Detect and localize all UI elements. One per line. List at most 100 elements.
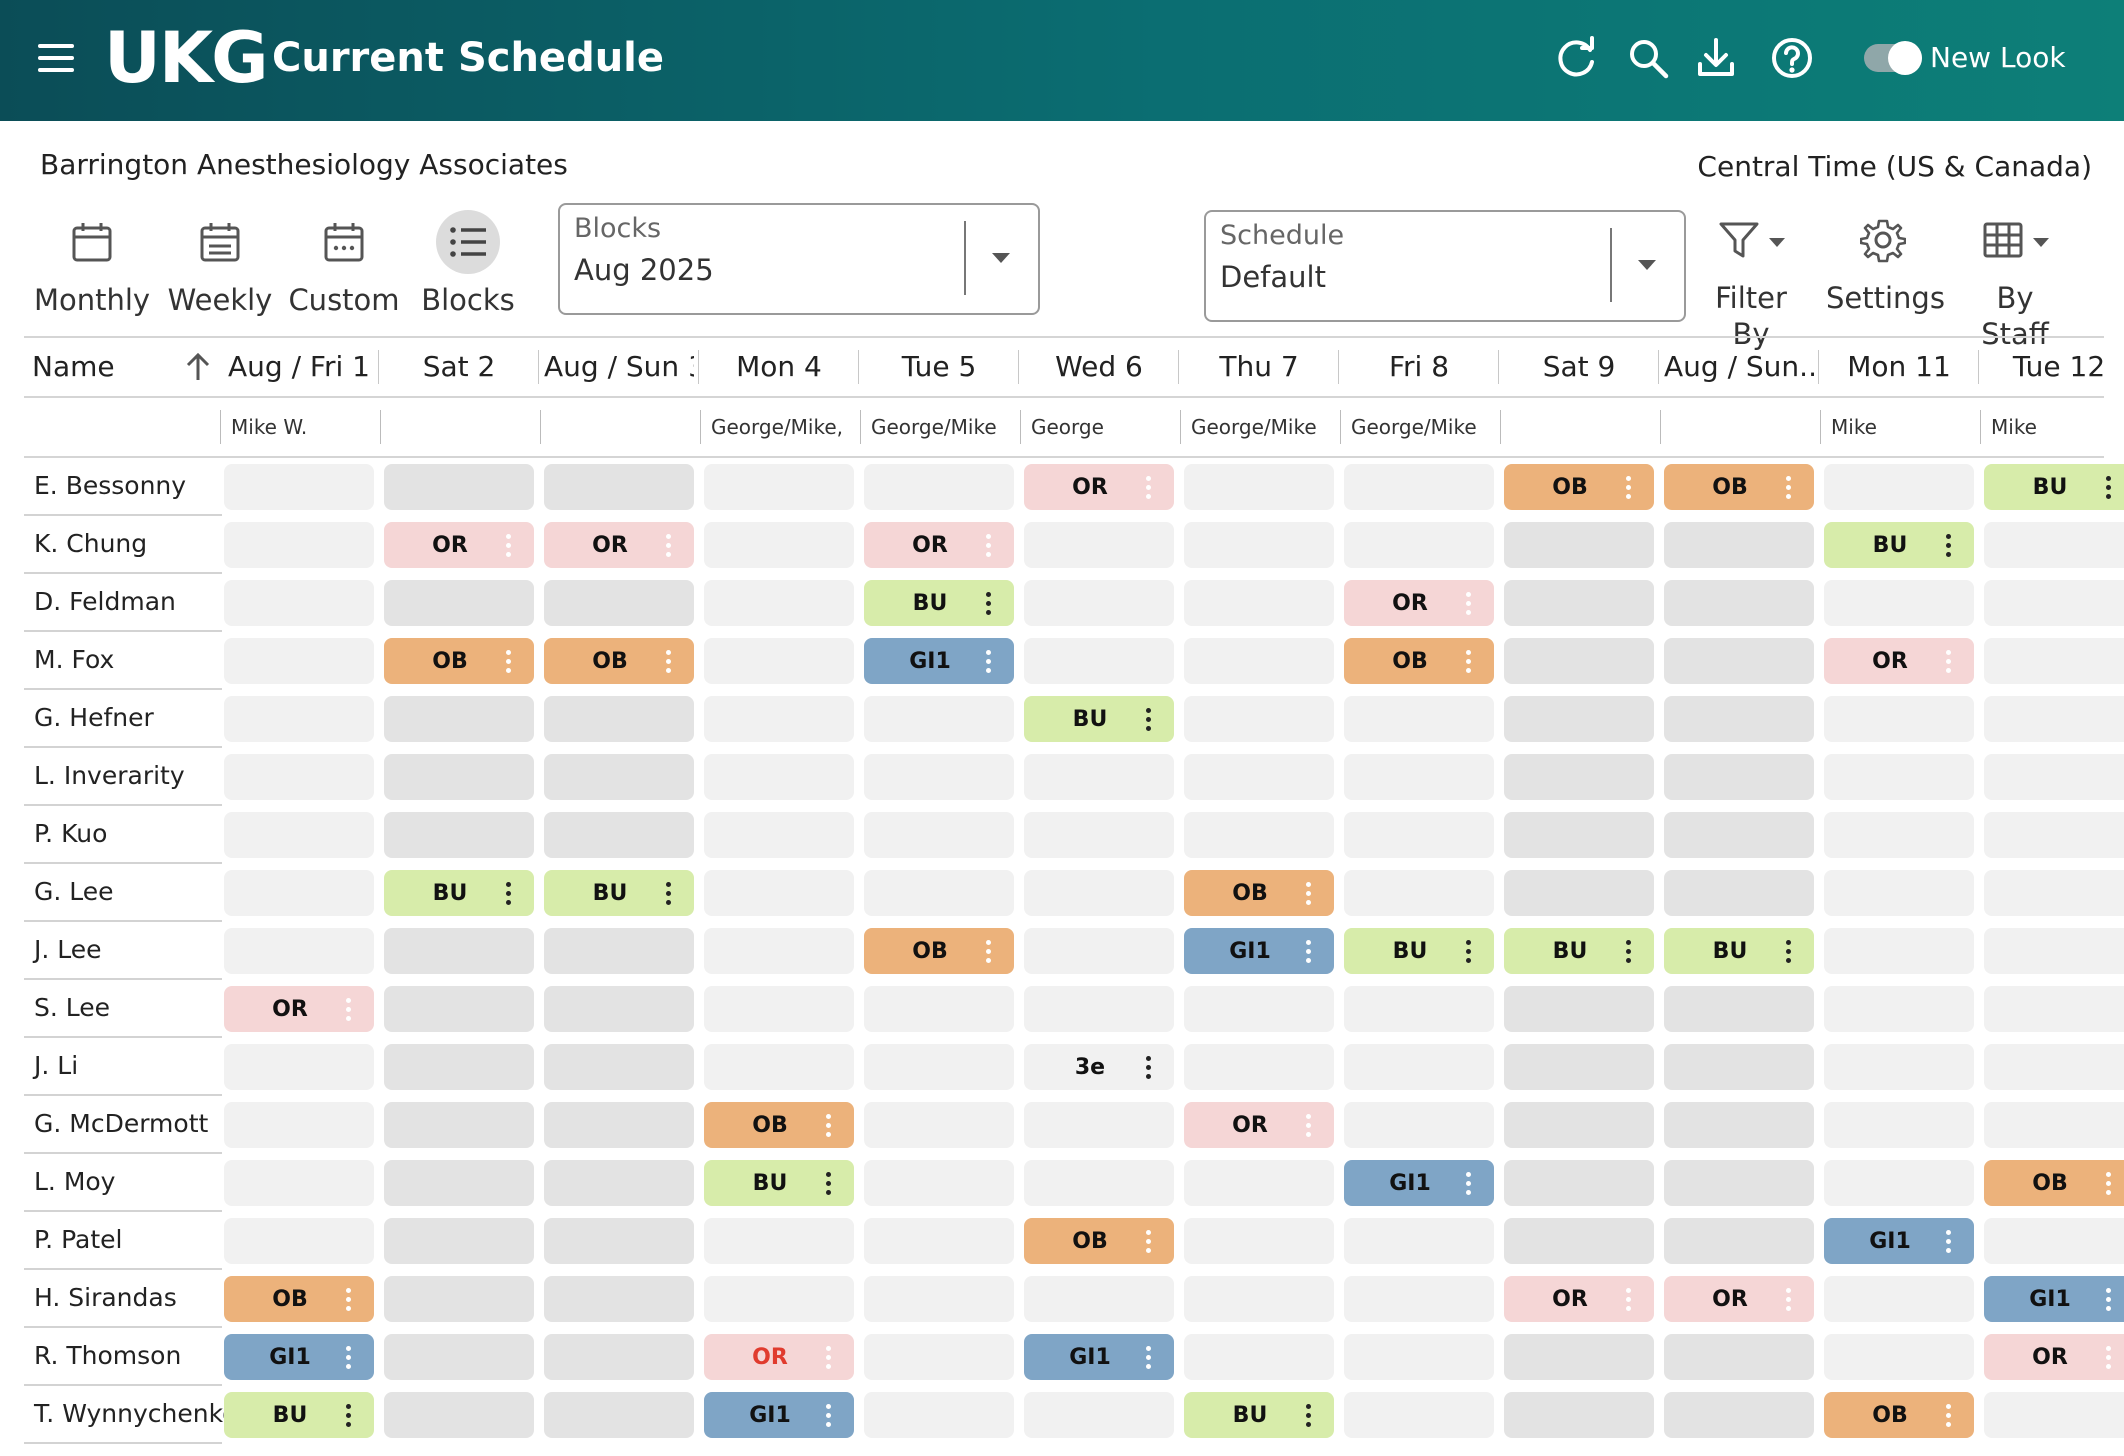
empty-cell[interactable] <box>1024 638 1174 684</box>
shift-block[interactable]: OR <box>1024 464 1174 510</box>
more-vertical-icon[interactable] <box>2094 464 2122 510</box>
empty-cell[interactable] <box>1824 754 1974 800</box>
empty-cell[interactable] <box>1344 812 1494 858</box>
shift-block[interactable]: BU <box>1984 464 2124 510</box>
empty-cell[interactable] <box>544 580 694 626</box>
column-separator[interactable] <box>1818 350 1819 384</box>
empty-cell[interactable] <box>224 1102 374 1148</box>
column-header[interactable]: Sat 9 <box>1542 350 1616 383</box>
more-vertical-icon[interactable] <box>814 1160 842 1206</box>
empty-cell[interactable] <box>1824 580 1974 626</box>
empty-cell[interactable] <box>1184 1218 1334 1264</box>
empty-cell[interactable] <box>1664 696 1814 742</box>
empty-cell[interactable] <box>704 580 854 626</box>
staff-name[interactable]: H. Sirandas <box>34 1283 177 1312</box>
empty-cell[interactable] <box>224 754 374 800</box>
more-vertical-icon[interactable] <box>1774 1276 1802 1322</box>
empty-cell[interactable] <box>864 870 1014 916</box>
staff-name[interactable]: J. Lee <box>34 935 102 964</box>
empty-cell[interactable] <box>224 464 374 510</box>
day-note[interactable]: Mike W. <box>220 410 375 444</box>
empty-cell[interactable] <box>1184 638 1334 684</box>
empty-cell[interactable] <box>1504 580 1654 626</box>
shift-block[interactable]: OR <box>704 1334 854 1380</box>
more-vertical-icon[interactable] <box>494 638 522 684</box>
empty-cell[interactable] <box>1984 986 2124 1032</box>
empty-cell[interactable] <box>1824 1334 1974 1380</box>
staff-name[interactable]: M. Fox <box>34 645 115 674</box>
empty-cell[interactable] <box>1344 754 1494 800</box>
empty-cell[interactable] <box>384 812 534 858</box>
column-header[interactable]: Fri 8 <box>1388 350 1450 383</box>
day-note[interactable] <box>380 410 535 444</box>
more-vertical-icon[interactable] <box>1134 1218 1162 1264</box>
more-vertical-icon[interactable] <box>1934 1218 1962 1264</box>
shift-block[interactable]: GI1 <box>704 1392 854 1438</box>
more-vertical-icon[interactable] <box>654 522 682 568</box>
empty-cell[interactable] <box>1184 1276 1334 1322</box>
empty-cell[interactable] <box>1344 1392 1494 1438</box>
empty-cell[interactable] <box>1184 522 1334 568</box>
download-icon[interactable] <box>1692 34 1740 82</box>
empty-cell[interactable] <box>384 1044 534 1090</box>
shift-block[interactable]: OB <box>864 928 1014 974</box>
empty-cell[interactable] <box>1184 812 1334 858</box>
empty-cell[interactable] <box>864 1218 1014 1264</box>
empty-cell[interactable] <box>544 1276 694 1322</box>
empty-cell[interactable] <box>1824 1044 1974 1090</box>
by-staff-button[interactable]: By Staff <box>1960 214 2070 352</box>
shift-block[interactable]: OR <box>1984 1334 2124 1380</box>
shift-block[interactable]: GI1 <box>224 1334 374 1380</box>
more-vertical-icon[interactable] <box>654 870 682 916</box>
day-note[interactable]: George/Mike, <box>700 410 855 444</box>
staff-name[interactable]: J. Li <box>34 1051 79 1080</box>
empty-cell[interactable] <box>384 986 534 1032</box>
empty-cell[interactable] <box>704 1276 854 1322</box>
help-icon[interactable] <box>1768 34 1816 82</box>
column-separator[interactable] <box>698 350 699 384</box>
empty-cell[interactable] <box>864 754 1014 800</box>
empty-cell[interactable] <box>1664 580 1814 626</box>
shift-block[interactable]: BU <box>1824 522 1974 568</box>
settings-button[interactable]: Settings <box>1826 214 1945 316</box>
day-note[interactable]: Mike <box>1980 410 2124 444</box>
more-vertical-icon[interactable] <box>1614 1276 1642 1322</box>
more-vertical-icon[interactable] <box>654 638 682 684</box>
more-vertical-icon[interactable] <box>1454 580 1482 626</box>
more-vertical-icon[interactable] <box>334 986 362 1032</box>
shift-block[interactable]: OB <box>224 1276 374 1322</box>
empty-cell[interactable] <box>1984 870 2124 916</box>
empty-cell[interactable] <box>704 638 854 684</box>
column-header[interactable]: Wed 6 <box>1055 350 1143 383</box>
empty-cell[interactable] <box>864 986 1014 1032</box>
empty-cell[interactable] <box>1504 522 1654 568</box>
shift-block[interactable]: OB <box>384 638 534 684</box>
empty-cell[interactable] <box>384 1392 534 1438</box>
empty-cell[interactable] <box>544 696 694 742</box>
empty-cell[interactable] <box>1824 928 1974 974</box>
empty-cell[interactable] <box>1664 870 1814 916</box>
empty-cell[interactable] <box>1344 1102 1494 1148</box>
empty-cell[interactable] <box>704 522 854 568</box>
more-vertical-icon[interactable] <box>1294 1102 1322 1148</box>
column-separator[interactable] <box>378 350 379 384</box>
more-vertical-icon[interactable] <box>974 928 1002 974</box>
empty-cell[interactable] <box>1504 1044 1654 1090</box>
empty-cell[interactable] <box>1184 696 1334 742</box>
view-weekly-button[interactable]: Weekly <box>150 210 290 320</box>
shift-block[interactable]: BU <box>704 1160 854 1206</box>
empty-cell[interactable] <box>1344 696 1494 742</box>
empty-cell[interactable] <box>1664 754 1814 800</box>
empty-cell[interactable] <box>1024 986 1174 1032</box>
empty-cell[interactable] <box>544 464 694 510</box>
empty-cell[interactable] <box>704 928 854 974</box>
empty-cell[interactable] <box>224 1160 374 1206</box>
empty-cell[interactable] <box>1984 1102 2124 1148</box>
shift-block[interactable]: BU <box>864 580 1014 626</box>
more-vertical-icon[interactable] <box>1934 522 1962 568</box>
empty-cell[interactable] <box>1824 1160 1974 1206</box>
shift-block[interactable]: GI1 <box>1184 928 1334 974</box>
menu-icon[interactable] <box>38 44 74 72</box>
empty-cell[interactable] <box>1824 696 1974 742</box>
empty-cell[interactable] <box>544 1102 694 1148</box>
